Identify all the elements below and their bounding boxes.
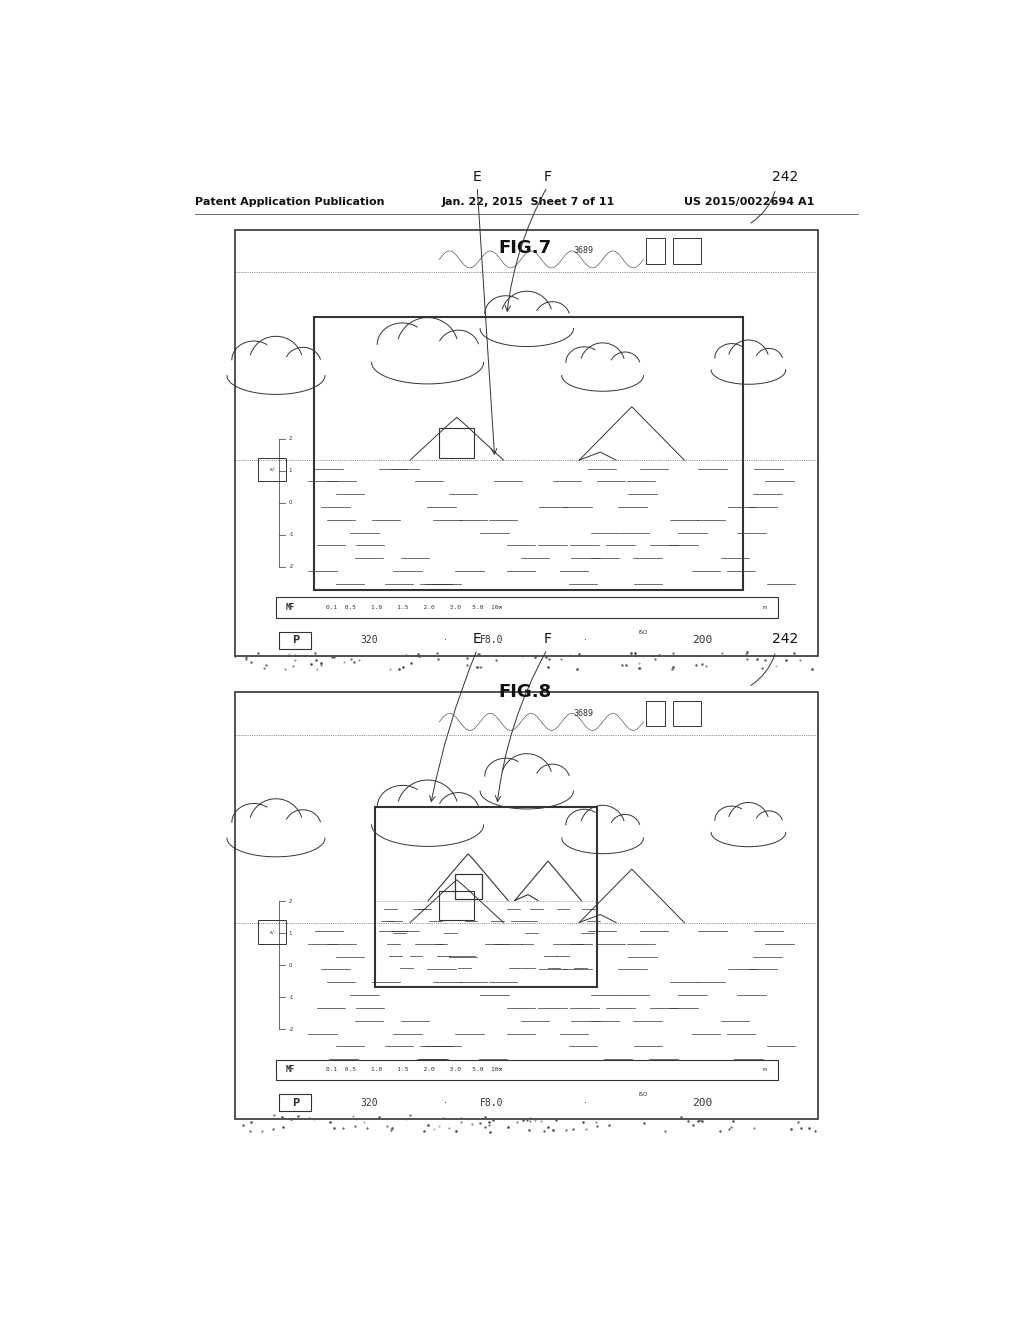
Text: 320: 320 [360, 635, 378, 645]
Text: MF: MF [286, 1065, 295, 1074]
Text: 1: 1 [289, 931, 292, 936]
Text: 1: 1 [289, 469, 292, 474]
Bar [673, 701, 700, 726]
Bar [673, 238, 700, 264]
Text: 242: 242 [772, 170, 798, 183]
Text: P: P [292, 635, 299, 645]
Text: F8.0: F8.0 [480, 635, 504, 645]
Text: 242: 242 [772, 632, 798, 647]
Text: 2: 2 [289, 436, 292, 441]
Bar [236, 230, 818, 656]
Text: F8.0: F8.0 [480, 1098, 504, 1107]
Text: 0.1  0.5    1.0    1.5    2.0    3.0   5.0  10∞: 0.1 0.5 1.0 1.5 2.0 3.0 5.0 10∞ [326, 1068, 502, 1072]
Bar [258, 920, 287, 944]
Text: F: F [543, 632, 551, 647]
Text: US 2015/0022694 A1: US 2015/0022694 A1 [684, 197, 814, 207]
Text: FIG.7: FIG.7 [499, 239, 551, 257]
Bar [279, 632, 311, 648]
Text: -1: -1 [289, 532, 294, 537]
Bar [275, 597, 777, 618]
Text: ISO: ISO [639, 630, 648, 635]
Text: m: m [763, 1068, 767, 1072]
Bar [439, 891, 474, 920]
Text: -2: -2 [289, 1027, 294, 1032]
Text: +/-: +/- [268, 929, 276, 935]
Bar [258, 458, 287, 482]
Text: P: P [292, 1098, 299, 1107]
Bar [455, 874, 481, 899]
Text: -1: -1 [289, 995, 294, 999]
Bar [646, 701, 665, 726]
Text: E: E [473, 170, 481, 183]
Text: 0: 0 [289, 500, 292, 506]
Text: ·: · [443, 1098, 446, 1107]
Text: Jan. 22, 2015  Sheet 7 of 11: Jan. 22, 2015 Sheet 7 of 11 [441, 197, 614, 207]
Bar [279, 1094, 311, 1111]
Text: m: m [763, 605, 767, 610]
Bar [646, 238, 665, 264]
Text: 3689: 3689 [573, 709, 594, 718]
Bar [236, 692, 818, 1119]
Bar [314, 317, 742, 590]
Text: Patent Application Publication: Patent Application Publication [196, 197, 385, 207]
Text: FIG.8: FIG.8 [498, 682, 552, 701]
Text: E: E [473, 632, 481, 647]
Text: 2: 2 [289, 899, 292, 904]
Text: MF: MF [286, 603, 295, 612]
Text: F: F [543, 170, 551, 183]
Text: 0.1  0.5    1.0    1.5    2.0    3.0   5.0  10∞: 0.1 0.5 1.0 1.5 2.0 3.0 5.0 10∞ [326, 605, 502, 610]
Text: 200: 200 [691, 1098, 712, 1107]
Text: ISO: ISO [639, 1093, 648, 1097]
Bar [439, 428, 474, 458]
Text: -2: -2 [289, 564, 294, 569]
Text: 0: 0 [289, 962, 292, 968]
Text: 3689: 3689 [573, 247, 594, 255]
Text: ·: · [443, 635, 446, 645]
Text: ·: · [584, 1098, 587, 1107]
Bar [275, 1060, 777, 1080]
Bar [375, 808, 597, 986]
Text: +/-: +/- [268, 467, 276, 473]
Text: 200: 200 [691, 635, 712, 645]
Text: ·: · [584, 635, 587, 645]
Text: 320: 320 [360, 1098, 378, 1107]
